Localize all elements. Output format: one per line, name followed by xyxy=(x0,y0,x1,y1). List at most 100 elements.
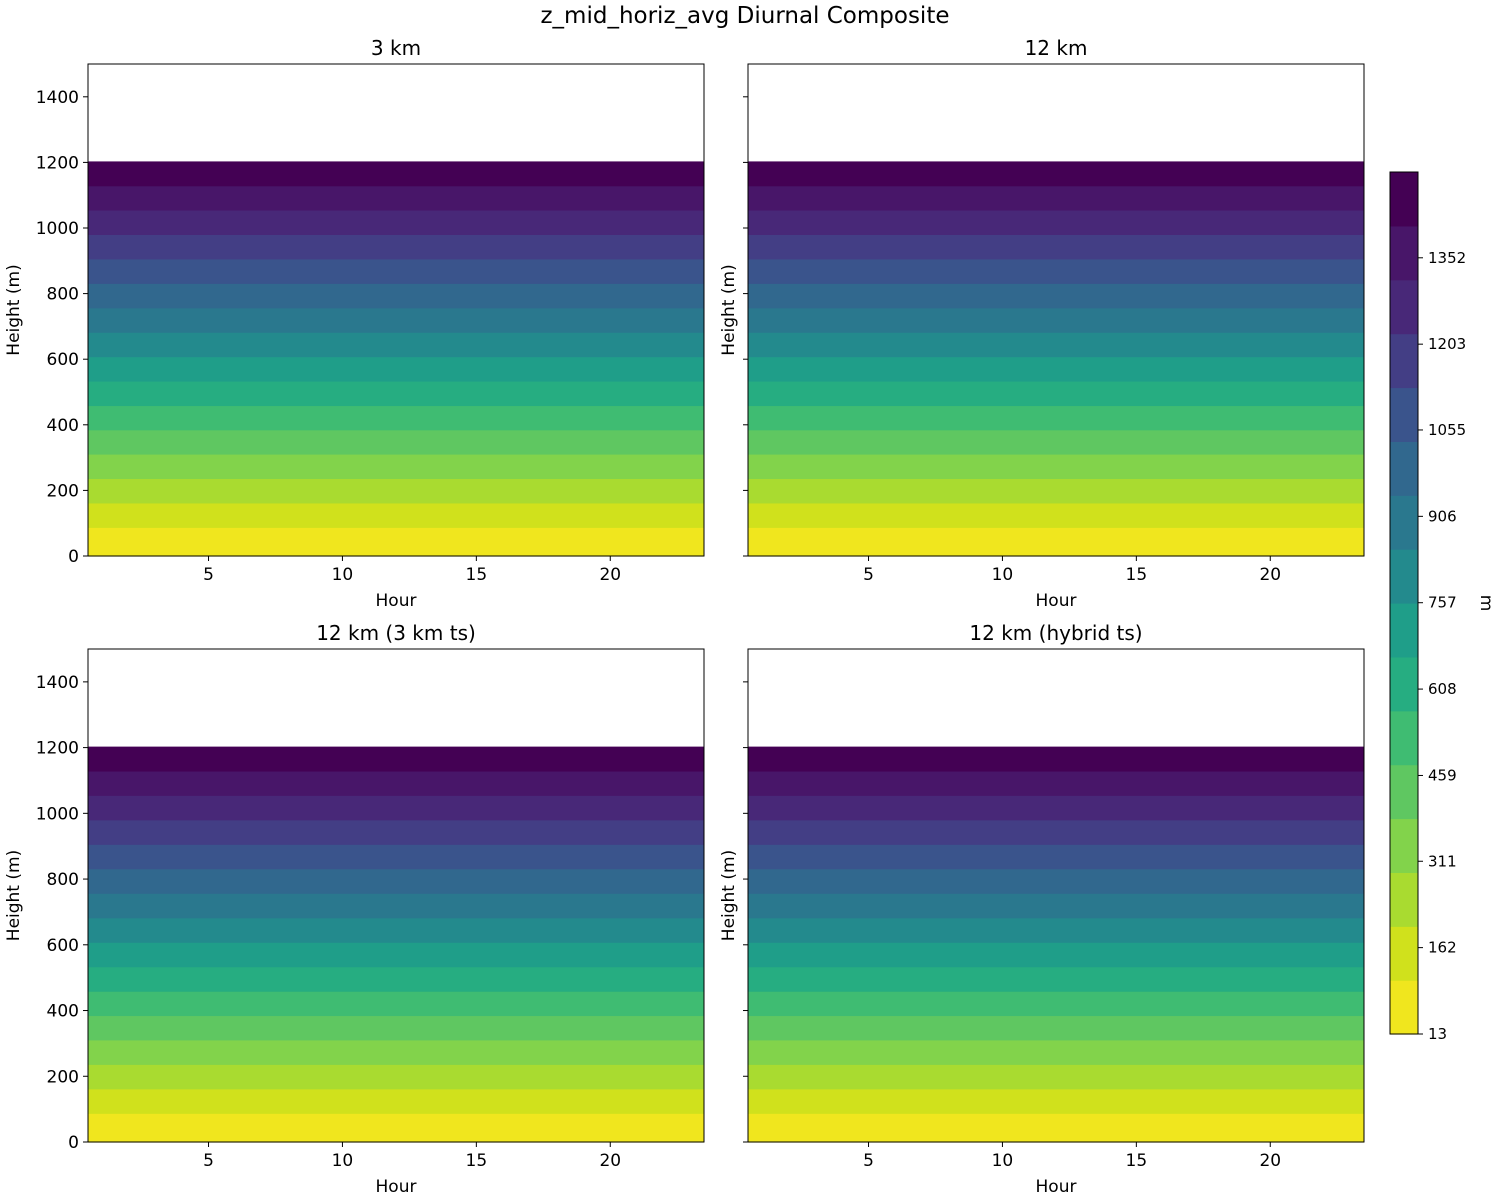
contour-band xyxy=(88,161,704,187)
x-tick-label: 15 xyxy=(1126,1151,1148,1171)
colorbar-tick-label: 459 xyxy=(1428,766,1457,784)
panel-1: 3 km 5 10 15 20 Hour 0 200 400 600 800 1000 1200 1400… xyxy=(4,36,705,611)
colorbar-segment xyxy=(1390,764,1418,820)
contour-band xyxy=(88,844,704,870)
contour-band xyxy=(88,332,704,358)
contour-band xyxy=(88,307,704,333)
colorbar-segment xyxy=(1390,656,1418,712)
colorbar-tick-label: 311 xyxy=(1428,852,1457,870)
contour-band xyxy=(748,405,1364,431)
colorbar-tick-label: 1352 xyxy=(1428,249,1466,267)
colorbar-segment xyxy=(1390,225,1418,281)
contour-band xyxy=(748,453,1364,480)
contour-band xyxy=(748,1064,1364,1090)
contour-band xyxy=(88,746,704,772)
contour-band xyxy=(748,819,1364,845)
x-tick-label: 20 xyxy=(1259,1151,1281,1171)
contour-band xyxy=(748,991,1364,1017)
y-axis-label: Height (m) xyxy=(719,264,739,355)
axes-frame xyxy=(747,648,1365,1143)
y-tick-label: 800 xyxy=(47,285,79,305)
x-tick-label: 10 xyxy=(332,565,354,585)
x-tick-label: 5 xyxy=(863,565,874,585)
contour-band xyxy=(88,258,704,284)
y-tick-label: 1200 xyxy=(36,153,79,173)
y-axis-label: Height (m) xyxy=(4,850,24,941)
contour-band xyxy=(88,381,704,407)
contour-band xyxy=(88,527,704,557)
contour-band xyxy=(748,502,1364,528)
y-tick-label: 400 xyxy=(47,1002,79,1022)
axes-frame xyxy=(747,63,1365,557)
contour-band xyxy=(748,429,1364,455)
y-axis-label: Height (m) xyxy=(719,850,739,941)
x-tick-label: 10 xyxy=(332,1151,354,1171)
x-tick-label: 5 xyxy=(863,1151,874,1171)
y-tick-label: 1000 xyxy=(36,219,79,239)
colorbar-segment xyxy=(1390,926,1418,981)
axes-frame xyxy=(87,648,705,1143)
x-tick-label: 10 xyxy=(992,1151,1014,1171)
contour-band xyxy=(748,1039,1364,1065)
panel-title: 12 km (3 km ts) xyxy=(316,621,476,645)
contour-band xyxy=(88,453,704,480)
contour-band xyxy=(748,356,1364,382)
contour-band xyxy=(748,283,1364,309)
y-tick-label: 1000 xyxy=(36,804,79,824)
contour-band xyxy=(748,893,1364,919)
colorbar-segment xyxy=(1390,710,1418,766)
contour-band xyxy=(88,356,704,382)
colorbar-tick-label: 757 xyxy=(1428,594,1457,612)
y-axis-label: Height (m) xyxy=(4,264,24,355)
x-tick-label: 10 xyxy=(992,565,1014,585)
contour-band xyxy=(88,966,704,992)
contour-band xyxy=(88,917,704,943)
x-tick-label: 15 xyxy=(466,565,488,585)
contour-band xyxy=(748,1113,1364,1143)
contour-band xyxy=(88,502,704,528)
panel-title: 12 km (hybrid ts) xyxy=(969,621,1142,645)
colorbar: 13 162 311 459 608 757 906 1055 1203 1352 m xyxy=(1389,171,1496,1043)
x-axis-label: Hour xyxy=(1036,1177,1077,1197)
y-tick-label: 800 xyxy=(47,870,79,890)
contour-band xyxy=(748,478,1364,504)
y-tick-label: 200 xyxy=(47,481,79,501)
colorbar-segment xyxy=(1390,279,1418,335)
colorbar-segment xyxy=(1390,549,1418,604)
panel-title: 12 km xyxy=(1025,36,1088,60)
contour-band xyxy=(748,942,1364,968)
panel-4: 12 km (hybrid ts) 5 10 15 20 Hour Height (m) xyxy=(719,621,1365,1197)
contour-band xyxy=(88,209,704,235)
contour-band xyxy=(88,1064,704,1090)
contour-band xyxy=(88,795,704,821)
contour-band xyxy=(88,991,704,1017)
colorbar-tick-label: 162 xyxy=(1428,939,1457,957)
x-tick-label: 20 xyxy=(599,565,621,585)
contour-band xyxy=(748,527,1364,557)
y-tick-label: 1400 xyxy=(36,88,79,108)
colorbar-tick-label: 906 xyxy=(1428,507,1457,525)
colorbar-segment xyxy=(1390,172,1418,227)
colorbar-segment xyxy=(1390,980,1418,1035)
contour-band xyxy=(748,381,1364,407)
y-tick-label: 600 xyxy=(47,936,79,956)
y-tick-label: 1400 xyxy=(36,673,79,693)
contour-band xyxy=(748,234,1364,260)
contour-band xyxy=(748,307,1364,333)
y-tick-label: 0 xyxy=(68,1133,79,1153)
x-tick-label: 15 xyxy=(466,1151,488,1171)
colorbar-segment xyxy=(1390,387,1418,442)
x-tick-label: 20 xyxy=(1259,565,1281,585)
y-tick-label: 200 xyxy=(47,1067,79,1087)
colorbar-segment xyxy=(1390,872,1418,927)
contour-band xyxy=(88,405,704,431)
contour-band xyxy=(88,1113,704,1143)
axes-frame xyxy=(87,63,705,557)
colorbar-segment xyxy=(1390,441,1418,496)
panels: 3 km5 10 15 20Hour0200400600800100012001400… xyxy=(4,36,1365,1197)
figure-title: z_mid_horiz_avg Diurnal Composite xyxy=(540,3,949,29)
x-tick-label: 5 xyxy=(203,565,214,585)
contour-band xyxy=(748,966,1364,992)
colorbar-segment xyxy=(1390,333,1418,389)
contour-band xyxy=(88,819,704,845)
